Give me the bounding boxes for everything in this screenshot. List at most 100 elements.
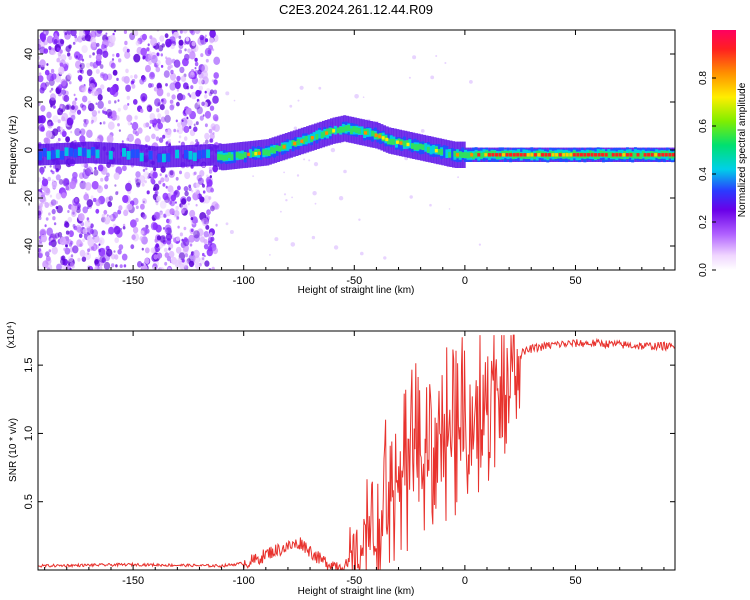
noise-speckle [103,107,107,111]
colorbar-tick-label: 0.2 [698,215,709,229]
ridge-core [347,125,351,131]
colorbar-label: Normalized spectral amplitude [737,82,748,217]
noise-speckle [114,184,117,187]
noise-speckle [148,126,152,129]
noise-speckle [127,103,130,106]
noise-speckle [69,267,72,270]
noise-speckle [51,208,56,215]
noise-speckle [39,87,45,94]
noise-speckle [199,170,205,177]
ridge-core [197,150,202,159]
noise-speckle [79,103,84,108]
noise-speckle [155,136,160,141]
noise-speckle [96,30,103,34]
noise-speckle [448,208,451,210]
ridge-core [192,152,197,162]
noise-speckle [117,209,122,215]
noise-speckle [100,84,105,90]
noise-speckle [126,48,130,53]
ridge-core [288,140,292,149]
noise-speckle [181,209,185,214]
noise-speckle [102,121,106,125]
noise-speckle [99,64,104,69]
noise-speckle [86,129,93,138]
noise-speckle [50,68,55,74]
noise-speckle [126,137,129,142]
ridge-core [230,154,234,161]
noise-speckle [201,183,204,186]
noise-speckle [56,58,60,63]
noise-speckle [194,188,200,195]
noise-speckle [354,94,359,99]
noise-speckle [360,251,364,256]
noise-speckle [63,94,70,103]
noise-speckle [179,232,183,237]
noise-speckle [150,221,158,231]
noise-speckle [110,253,116,260]
noise-speckle [200,53,204,58]
noise-speckle [212,132,215,135]
noise-speckle [175,119,178,123]
ridge-peak [548,153,551,157]
noise-speckle [63,222,68,228]
noise-speckle [158,137,164,143]
ridge-peak [530,153,534,157]
noise-speckle [66,30,72,35]
noise-speckle [125,84,131,93]
noise-speckle [122,223,126,227]
noise-speckle [121,253,128,261]
noise-speckle [144,180,147,184]
noise-speckle [140,47,147,56]
ridge-peak [310,136,314,140]
ridge-core [578,152,582,159]
noise-speckle [100,177,104,182]
ridge-halo [93,141,97,164]
noise-speckle [165,233,172,241]
ridge-core [315,133,319,140]
noise-speckle [61,54,67,61]
ridge-core [339,127,343,133]
figure-title: C2E3.2024.261.12.44.R09 [279,2,433,17]
ridge-core [225,154,229,161]
noise-speckle [54,33,58,37]
noise-speckle [117,123,120,127]
ridge-core [270,147,274,153]
noise-speckle [127,203,133,211]
noise-speckle [107,121,115,130]
ridge-core [392,138,396,145]
noise-speckle [77,257,81,262]
noise-speckle [61,192,67,199]
noise-speckle [169,208,175,215]
ridge-core [631,152,635,159]
ridge-core [219,154,223,161]
ridge-peak [544,153,548,157]
ridge-core [357,128,361,134]
noise-speckle [166,92,171,97]
noise-speckle [203,238,208,245]
noise-speckle [296,174,300,177]
noise-speckle [195,139,199,143]
ridge-core [188,151,193,160]
noise-speckle [113,30,117,33]
noise-speckle [173,210,180,217]
ridge-core [222,154,226,161]
snr-multiplier: (x10⁴) [6,321,17,348]
ridge-peak [378,134,382,139]
noise-speckle [196,141,200,146]
noise-speckle [48,212,51,216]
noise-speckle [165,38,172,48]
ridge-core [426,146,430,153]
noise-speckle [48,249,52,253]
noise-speckle [56,205,63,214]
ridge-core [556,152,560,159]
noise-speckle [199,115,204,121]
ridge-core [184,150,188,159]
ridge-halo [213,144,217,167]
noise-speckle [113,225,121,235]
snr-x-tick-label: -50 [346,575,362,587]
noise-speckle [140,108,144,113]
ridge-peak [551,153,555,157]
noise-speckle [65,230,70,235]
ridge-peak [576,153,580,157]
noise-speckle [54,162,62,171]
